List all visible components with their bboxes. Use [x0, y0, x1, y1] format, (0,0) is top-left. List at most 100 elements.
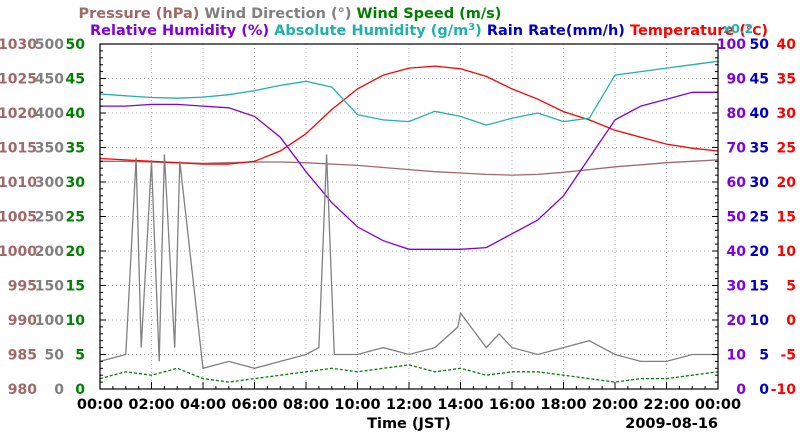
temperature-tick-label: 40: [777, 37, 797, 53]
rain-rate-tick-label: 10: [750, 313, 770, 329]
wind-speed-tick-label: 20: [66, 244, 86, 260]
wind-speed-tick-label: 15: [66, 279, 85, 295]
x-tick-label: 16:00: [489, 397, 535, 413]
temperature-tick-label: 0: [786, 313, 796, 329]
temperature-tick-label: 30: [777, 106, 797, 122]
temperature-tick-label: 20: [777, 175, 797, 191]
x-axis: 00:00 02:00 04:00 06:00 08:00 10:00 12:00 14:00…: [77, 397, 741, 413]
relative-humidity-tick-label: 90: [727, 72, 747, 88]
rain-rate-tick-label: 15: [750, 279, 769, 295]
series-line-0: [100, 159, 719, 176]
rain-rate-tick-label: 30: [750, 175, 770, 191]
pressure-tick-label: 995: [8, 279, 37, 295]
series-line-1: [99, 65, 719, 165]
pressure-tick-label: 1005: [0, 210, 37, 226]
temperature-tick-label: 5: [786, 279, 796, 295]
x-tick-label: 10:00: [334, 397, 380, 413]
wind-direction-tick-label: 500: [35, 37, 64, 53]
series-line-3: [100, 91, 718, 250]
rain-rate-tick-label: 50: [750, 37, 770, 53]
relative-humidity-tick-label: 30: [727, 279, 747, 295]
pressure-tick-label: 1010: [0, 175, 37, 191]
series-line-5: [99, 154, 718, 370]
wind-speed-tick-label: 5: [75, 348, 85, 364]
relative-humidity-tick-label: 60: [727, 175, 747, 191]
wind-direction-tick-label: 0: [54, 382, 64, 398]
x-tick-label: 14:00: [437, 397, 483, 413]
date-label: 2009-08-16: [625, 416, 718, 432]
rain-rate-tick-label: 5: [759, 348, 769, 364]
wind-direction-tick-label: 150: [35, 279, 64, 295]
x-tick-label: 12:00: [386, 397, 432, 413]
relative-humidity-tick-label: 10: [727, 348, 747, 364]
temperature-tick-label: 25: [777, 141, 796, 157]
legend-rain-rate: Rain Rate(mm/h): [482, 23, 625, 39]
temperature-tick-label: -10: [771, 382, 797, 398]
data-series: [99, 60, 719, 383]
legend-wind-speed: Wind Speed (m/s): [351, 6, 501, 22]
legend-temperature-deg: °C: [746, 23, 761, 38]
x-tick-label: 00:00: [77, 397, 123, 413]
legend-wind-direction: Wind Direction (°): [199, 6, 351, 22]
wind-direction-tick-label: 200: [35, 244, 64, 260]
wind-direction-tick-label: 350: [35, 141, 64, 157]
wind-speed-tick-label: 0: [75, 382, 85, 398]
pressure-tick-label: 1000: [0, 244, 37, 260]
grid-lines: [100, 44, 718, 389]
legend-abs-humidity-b: ): [475, 23, 482, 39]
rain-rate-tick-label: 35: [750, 141, 769, 157]
pressure-tick-label: 1020: [0, 106, 37, 122]
wind-direction-tick-label: 400: [35, 106, 64, 122]
rain-rate-tick-label: 20: [750, 244, 770, 260]
relative-humidity-tick-label: 50: [727, 210, 747, 226]
relative-humidity-tick-label: 100: [717, 37, 746, 53]
relative-humidity-tick-label: 20: [727, 313, 747, 329]
legend-pressure: Pressure (hPa): [79, 6, 200, 22]
pressure-tick-label: 990: [8, 313, 37, 329]
wind-direction-tick-label: 300: [35, 175, 64, 191]
legend-abs-humidity-sup: 3: [468, 22, 475, 33]
wind-speed-tick-label: 10: [66, 313, 86, 329]
scale-note: x0.2: [723, 21, 753, 36]
legend-row-1: Pressure (hPa) Wind Direction (°) Wind S…: [79, 6, 502, 22]
wind-direction-tick-label: 450: [35, 72, 64, 88]
relative-humidity-tick-label: 0: [736, 382, 746, 398]
pressure-tick-label: 1025: [0, 72, 37, 88]
wind-speed-tick-label: 50: [66, 37, 86, 53]
series-line-4: [99, 364, 719, 383]
rain-rate-tick-label: 40: [750, 106, 770, 122]
legend-temperature-b: ): [761, 23, 768, 39]
wind-speed-tick-label: 25: [66, 210, 85, 226]
rain-rate-tick-label: 25: [750, 210, 769, 226]
legend-temperature-a: Temperature (: [625, 23, 746, 39]
pressure-tick-label: 1030: [0, 37, 37, 53]
series-line-2: [99, 60, 719, 126]
x-tick-label: 22:00: [643, 397, 689, 413]
legend-relative-humidity: Relative Humidity (%): [90, 23, 269, 39]
wind-speed-tick-label: 30: [66, 175, 86, 191]
x-axis-title: Time (JST): [367, 416, 451, 432]
x-tick-label: 04:00: [180, 397, 226, 413]
wind-direction-tick-label: 50: [45, 348, 65, 364]
x-tick-label: 06:00: [231, 397, 277, 413]
rain-rate-tick-label: 45: [750, 72, 769, 88]
legend-abs-humidity-a: Absolute Humidity (g/m: [269, 23, 468, 39]
y-axis-labels: 9809859909951000100510101015102010251030…: [0, 37, 796, 398]
wind-speed-tick-label: 45: [66, 72, 85, 88]
wind-speed-tick-label: 40: [66, 106, 86, 122]
relative-humidity-tick-label: 70: [727, 141, 747, 157]
pressure-tick-label: 980: [8, 382, 37, 398]
temperature-tick-label: 35: [777, 72, 796, 88]
pressure-tick-label: 985: [8, 348, 37, 364]
legend-row-2: Relative Humidity (%) Absolute Humidity …: [90, 22, 768, 39]
relative-humidity-tick-label: 80: [727, 106, 747, 122]
rain-rate-tick-label: 0: [759, 382, 769, 398]
tick-marks: [99, 43, 719, 390]
x-tick-label: 20:00: [592, 397, 638, 413]
x-tick-label: 02:00: [128, 397, 174, 413]
pressure-tick-label: 1015: [0, 141, 37, 157]
x-tick-label: 08:00: [283, 397, 329, 413]
temperature-tick-label: 10: [777, 244, 797, 260]
x-tick-label: 18:00: [540, 397, 586, 413]
